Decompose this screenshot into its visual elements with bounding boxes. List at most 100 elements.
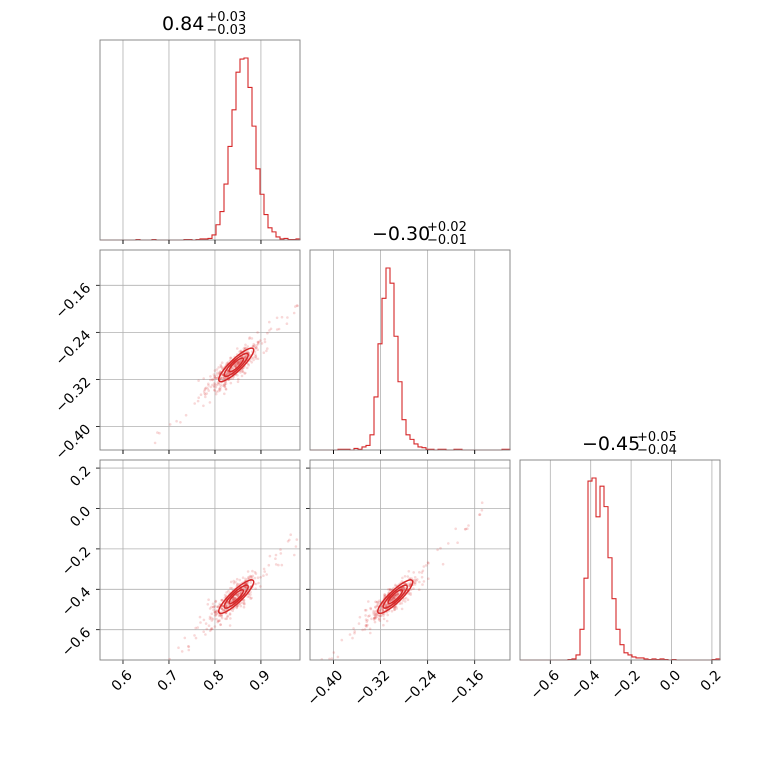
scatter-point bbox=[205, 627, 209, 631]
scatter-point bbox=[236, 374, 239, 377]
scatter-point bbox=[254, 347, 257, 350]
y-tick-label: −0.16 bbox=[53, 280, 95, 322]
scatter-point bbox=[235, 606, 238, 610]
y-tick-label: 0.2 bbox=[67, 463, 94, 490]
panel-background bbox=[100, 40, 300, 240]
scatter-point bbox=[381, 609, 385, 613]
scatter-point bbox=[394, 583, 397, 587]
scatter-point bbox=[285, 322, 289, 326]
scatter-point bbox=[280, 315, 284, 319]
scatter-point bbox=[407, 570, 411, 573]
scatter-point bbox=[385, 604, 389, 607]
scatter-point bbox=[416, 578, 419, 581]
scatter-point bbox=[243, 372, 246, 375]
scatter-point bbox=[390, 597, 394, 601]
scatter-point bbox=[249, 597, 252, 600]
scatter-point bbox=[213, 614, 217, 617]
scatter-point bbox=[214, 392, 218, 396]
scatter-point bbox=[306, 295, 309, 298]
scatter-point bbox=[233, 596, 237, 600]
scatter-point bbox=[215, 617, 218, 621]
scatter-point bbox=[244, 371, 247, 375]
scatter-point bbox=[208, 629, 212, 633]
panel-background bbox=[100, 460, 300, 660]
scatter-point bbox=[379, 614, 382, 618]
scatter-point bbox=[226, 615, 229, 619]
scatter-point bbox=[358, 615, 362, 619]
scatter-point bbox=[357, 622, 361, 625]
scatter-point bbox=[217, 382, 220, 386]
scatter-point bbox=[424, 564, 428, 567]
scatter-point bbox=[125, 704, 128, 707]
scatter-point bbox=[161, 666, 164, 669]
scatter-point bbox=[219, 365, 223, 368]
scatter-point bbox=[394, 593, 398, 597]
scatter-point bbox=[214, 614, 218, 617]
scatter-point bbox=[236, 347, 239, 350]
scatter-point bbox=[392, 595, 396, 599]
scatter-point bbox=[222, 609, 225, 612]
scatter-point bbox=[413, 576, 417, 579]
scatter-point bbox=[220, 365, 223, 369]
scatter-point bbox=[427, 577, 430, 580]
scatter-point bbox=[406, 575, 410, 578]
scatter-point bbox=[295, 538, 299, 541]
contour-level-0 bbox=[228, 357, 245, 373]
scatter-point bbox=[262, 567, 266, 571]
scatter-point bbox=[237, 361, 241, 364]
scatter-point bbox=[213, 375, 217, 379]
scatter-point bbox=[227, 371, 230, 375]
scatter-point bbox=[363, 628, 367, 631]
scatter-point bbox=[217, 619, 220, 623]
scatter-point bbox=[187, 645, 191, 648]
scatter-point bbox=[204, 395, 207, 399]
scatter-point bbox=[229, 617, 232, 620]
scatter-point bbox=[253, 570, 257, 574]
title-plus-param-2: +0.05 bbox=[637, 430, 677, 445]
scatter-point bbox=[234, 580, 237, 584]
scatter-point bbox=[388, 588, 392, 591]
scatter-point bbox=[198, 615, 202, 619]
scatter-point bbox=[214, 376, 218, 380]
scatter-point bbox=[422, 565, 426, 568]
contour-level-0 bbox=[387, 589, 404, 605]
scatter-point bbox=[206, 387, 209, 390]
scatter-point bbox=[219, 614, 222, 617]
scatter-point bbox=[213, 388, 216, 392]
scatter-point bbox=[224, 617, 227, 621]
scatter-point bbox=[213, 604, 216, 608]
scatter-point bbox=[204, 393, 207, 396]
scatter-point bbox=[421, 569, 425, 573]
scatter-point bbox=[208, 401, 212, 404]
scatter-point bbox=[229, 381, 233, 385]
scatter-point bbox=[390, 597, 394, 600]
scatter-point bbox=[268, 329, 271, 332]
scatter-point bbox=[216, 605, 220, 609]
scatter-point bbox=[406, 598, 410, 602]
scatter-point bbox=[247, 576, 251, 580]
scatter-point bbox=[259, 339, 262, 342]
scatter-point bbox=[409, 581, 413, 584]
scatter-point bbox=[217, 387, 221, 391]
scatter-point bbox=[225, 372, 228, 376]
scatter-point bbox=[403, 575, 407, 578]
scatter-point bbox=[243, 354, 247, 358]
title-minus-param-2: −0.04 bbox=[637, 443, 677, 458]
x-tick-label: 0.8 bbox=[201, 667, 228, 694]
scatter-point bbox=[264, 728, 267, 731]
scatter-point bbox=[202, 390, 206, 393]
scatter-point bbox=[158, 431, 161, 435]
scatter-point bbox=[466, 527, 469, 530]
scatter-point bbox=[403, 587, 407, 591]
scatter-point bbox=[383, 593, 387, 596]
scatter-point bbox=[219, 623, 222, 626]
scatter-point bbox=[212, 605, 215, 609]
scatter-point bbox=[478, 513, 481, 516]
contour-level-2 bbox=[218, 347, 255, 383]
scatter-point bbox=[224, 382, 228, 386]
scatter-point bbox=[373, 620, 377, 624]
scatter-point bbox=[225, 605, 229, 608]
contour-level-0 bbox=[228, 589, 245, 605]
x-tick-label: 0.0 bbox=[657, 667, 684, 694]
scatter-point bbox=[245, 366, 249, 370]
